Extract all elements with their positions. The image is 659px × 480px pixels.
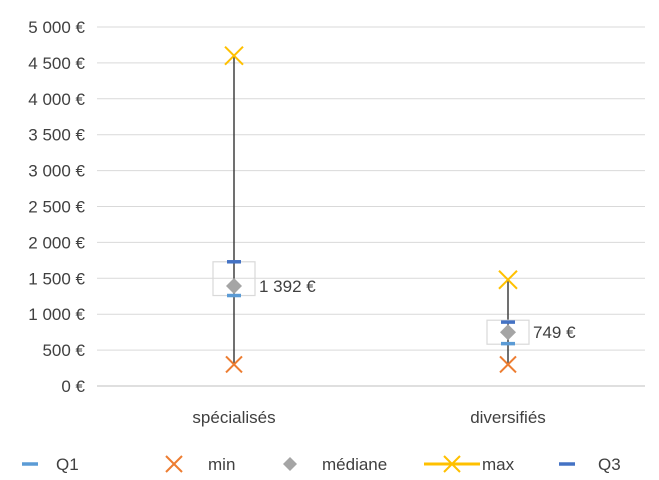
median-marker [226, 278, 242, 295]
y-tick-label: 1 000 € [28, 305, 85, 324]
y-tick-label: 4 000 € [28, 90, 85, 109]
max-marker-stroke [224, 46, 244, 66]
median-data-label: 749 € [533, 323, 576, 342]
legend: Q1 min médiane max Q3 [22, 455, 621, 474]
legend-x-icon [443, 455, 461, 473]
min-marker-stroke [225, 355, 243, 374]
y-tick-label: 2 500 € [28, 198, 85, 217]
x-category-label: spécialisés [192, 408, 275, 427]
chart-marks: 1 392 € 749 € [212, 46, 576, 374]
legend-item: Q1 [22, 455, 79, 474]
y-tick-label: 3 000 € [28, 162, 85, 181]
legend-label: médiane [322, 455, 387, 474]
legend-label: min [208, 455, 235, 474]
legend-item: Q3 [559, 455, 621, 474]
legend-item: médiane [283, 455, 387, 474]
max-marker [498, 270, 518, 290]
legend-label: Q1 [56, 455, 79, 474]
legend-diamond-icon [283, 457, 297, 471]
legend-label: Q3 [598, 455, 621, 474]
legend-item: max [424, 455, 515, 474]
max-marker [224, 46, 244, 66]
gridlines [97, 26, 645, 387]
y-tick-label: 500 € [42, 341, 85, 360]
median-marker [500, 324, 516, 341]
min-marker [499, 355, 517, 374]
legend-label: max [482, 455, 515, 474]
min-marker [225, 355, 243, 374]
legend-x-icon [165, 455, 183, 473]
y-tick-label: 0 € [61, 377, 85, 396]
y-tick-label: 1 500 € [28, 269, 85, 288]
legend-item: min [165, 455, 235, 474]
max-marker-stroke [498, 270, 518, 290]
y-tick-label: 5 000 € [28, 18, 85, 37]
x-category-label: diversifiés [470, 408, 546, 427]
y-tick-label: 3 500 € [28, 126, 85, 145]
y-axis: 0 € 500 € 1 000 € 1 500 € 2 000 € 2 500 € 3 00… [28, 18, 85, 396]
x-axis: spécialisés diversifiés [192, 408, 545, 427]
min-marker-stroke [499, 355, 517, 374]
median-data-label: 1 392 € [259, 277, 316, 296]
y-tick-label: 2 000 € [28, 233, 85, 252]
y-tick-label: 4 500 € [28, 54, 85, 73]
